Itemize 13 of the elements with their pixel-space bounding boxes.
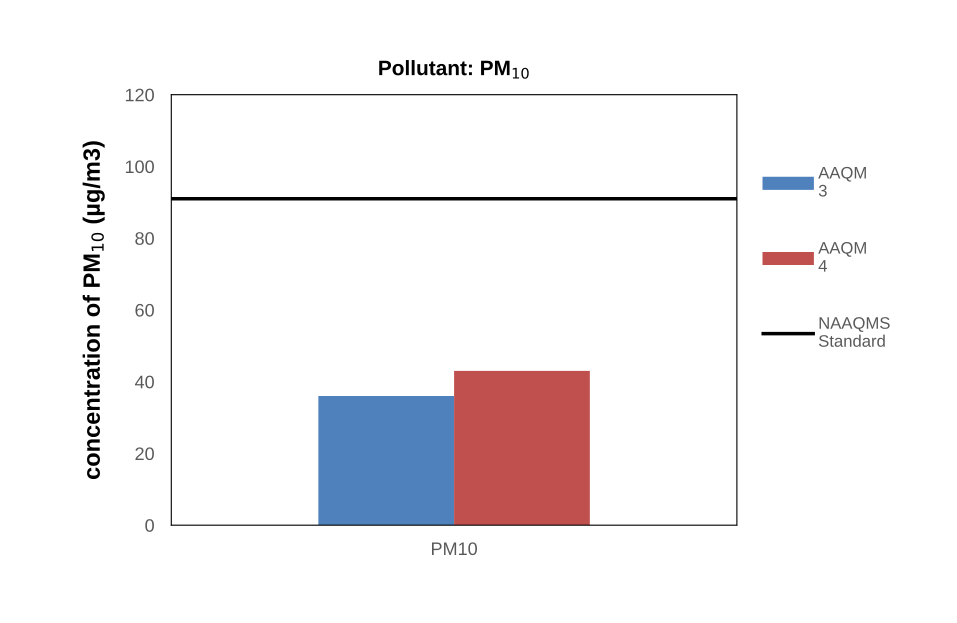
y-tick-label: 0	[145, 519, 154, 532]
legend-label: NAAQMS Standard	[818, 317, 890, 347]
y-tick-label: 80	[135, 232, 154, 245]
y-axis-title: concentration of PM$_{10}$ (µg/m3)	[82, 141, 105, 480]
x-tick-label: PM10	[432, 542, 477, 556]
chart-title: Pollutant: PM$_{10}$	[379, 60, 529, 79]
y-tick-label: 60	[135, 304, 154, 317]
y-tick-label: 40	[134, 376, 154, 388]
y-tick-label: 100	[126, 160, 154, 174]
y-tick-label: 20	[135, 447, 154, 460]
y-tick-label: 120	[126, 88, 154, 102]
legend-label: AAQM 4	[818, 242, 866, 272]
legend-label: AAQM 3	[818, 166, 866, 197]
